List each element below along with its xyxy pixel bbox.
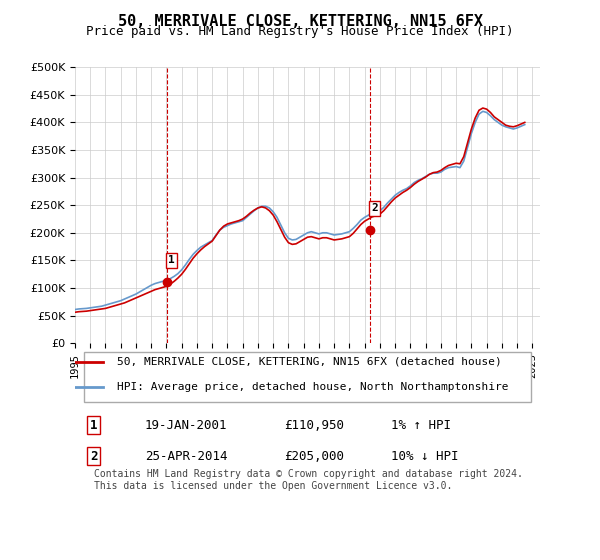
Text: Price paid vs. HM Land Registry's House Price Index (HPI): Price paid vs. HM Land Registry's House … — [86, 25, 514, 38]
Text: 1: 1 — [90, 419, 97, 432]
Text: 1: 1 — [169, 255, 175, 265]
Text: 10% ↓ HPI: 10% ↓ HPI — [391, 450, 459, 463]
Text: 50, MERRIVALE CLOSE, KETTERING, NN15 6FX: 50, MERRIVALE CLOSE, KETTERING, NN15 6FX — [118, 14, 482, 29]
Text: Contains HM Land Registry data © Crown copyright and database right 2024.
This d: Contains HM Land Registry data © Crown c… — [94, 469, 523, 491]
Text: 2: 2 — [90, 450, 97, 463]
Text: £205,000: £205,000 — [284, 450, 344, 463]
FancyBboxPatch shape — [84, 352, 531, 402]
Text: £110,950: £110,950 — [284, 419, 344, 432]
Text: 1% ↑ HPI: 1% ↑ HPI — [391, 419, 451, 432]
Text: HPI: Average price, detached house, North Northamptonshire: HPI: Average price, detached house, Nort… — [117, 381, 508, 391]
Text: 2: 2 — [371, 203, 377, 213]
Text: 50, MERRIVALE CLOSE, KETTERING, NN15 6FX (detached house): 50, MERRIVALE CLOSE, KETTERING, NN15 6FX… — [117, 357, 502, 367]
Text: 19-JAN-2001: 19-JAN-2001 — [145, 419, 227, 432]
Text: 25-APR-2014: 25-APR-2014 — [145, 450, 227, 463]
